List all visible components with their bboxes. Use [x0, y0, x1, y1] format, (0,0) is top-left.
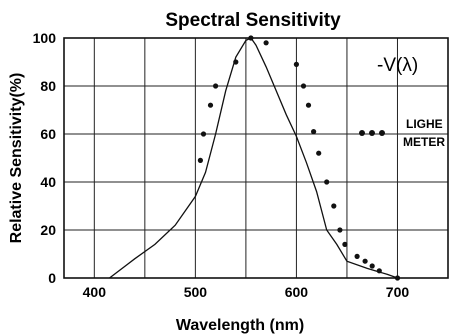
x-tick-label: 400 [83, 284, 107, 300]
y-tick-label: 100 [33, 30, 57, 46]
y-tick-label: 80 [40, 78, 56, 94]
data-point [248, 35, 254, 41]
legend-dot [379, 130, 385, 136]
data-point [197, 157, 203, 163]
data-point [342, 241, 348, 247]
data-point [376, 268, 382, 274]
series-line-v-lambda [109, 37, 398, 279]
data-point [316, 150, 322, 156]
data-point [369, 263, 375, 269]
series-dots-light-meter [197, 35, 401, 281]
data-point [394, 275, 401, 281]
x-tick-labels: 400 500 600 700 [83, 284, 410, 300]
data-point [233, 59, 239, 65]
data-point [305, 102, 312, 108]
legend-dot [359, 130, 365, 136]
data-point [293, 61, 299, 67]
data-point [300, 83, 307, 89]
plot-frame [63, 37, 449, 279]
legend-dot [369, 130, 375, 136]
legend: -V(λ) LIGHE METER [359, 55, 445, 149]
y-axis-label: Relative Sensitivity(%) [8, 73, 25, 244]
data-point [337, 227, 343, 233]
y-tick-label: 0 [48, 270, 56, 286]
legend-line-label: -V(λ) [377, 55, 418, 76]
data-point [200, 131, 207, 137]
x-axis-label: Wavelength (nm) [176, 317, 304, 334]
data-point [213, 83, 219, 89]
legend-dots-label-line1: LIGHE [406, 117, 443, 131]
data-point [331, 203, 337, 209]
x-tick-label: 500 [184, 284, 208, 300]
data-point [207, 102, 214, 108]
y-tick-label: 60 [40, 126, 56, 142]
x-tick-label: 700 [386, 284, 410, 300]
y-tick-label: 20 [40, 222, 56, 238]
legend-dots-label-line2: METER [403, 135, 445, 149]
y-tick-labels: 0 20 40 60 80 100 [33, 30, 57, 286]
chart-title: Spectral Sensitivity [165, 10, 341, 31]
y-tick-label: 40 [40, 174, 56, 190]
data-point [362, 258, 368, 264]
data-point [263, 40, 269, 46]
data-point [324, 179, 330, 185]
x-tick-label: 600 [285, 284, 309, 300]
data-point [354, 253, 360, 259]
data-point [311, 129, 317, 135]
